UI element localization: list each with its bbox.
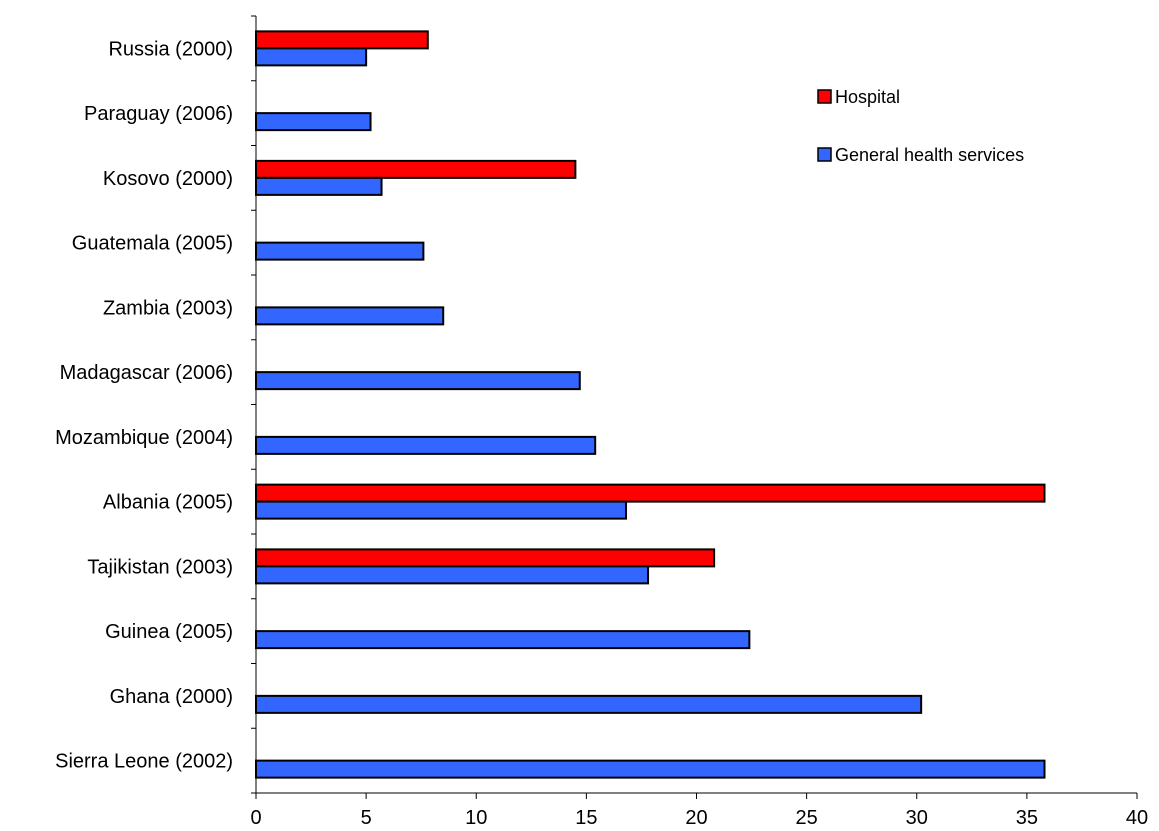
x-tick-label: 35	[1016, 807, 1038, 829]
x-tick-label: 30	[906, 807, 928, 829]
bar-general-health-zambia-2003	[255, 306, 445, 326]
bar-general-health-guatemala-2005	[255, 241, 425, 261]
category-label: Zambia (2003)	[103, 297, 233, 319]
bar-general-health-guinea-2005	[255, 630, 751, 650]
bars-layer	[255, 30, 1046, 779]
legend-swatch-hospital	[817, 89, 832, 104]
category-labels: Russia (2000) Paraguay (2006) Kosovo (2000…	[55, 38, 233, 772]
legend-swatch-general-health-services	[817, 147, 832, 162]
x-tick-label: 25	[796, 807, 818, 829]
bar-general-health-paraguay-2006	[255, 112, 372, 132]
bar-general-health-albania-2005	[255, 500, 628, 520]
legend-label-hospital: Hospital	[835, 87, 900, 107]
x-tick-labels: 0 5 10 15 20 25 30 35 40	[250, 807, 1148, 829]
bar-general-health-russia-2000	[255, 47, 368, 67]
bar-general-health-kosovo-2000	[255, 176, 383, 196]
bar-general-health-mozambique-2004	[255, 435, 597, 455]
category-label: Guinea (2005)	[105, 621, 233, 643]
legend-label-general-health-services: General health services	[835, 145, 1024, 165]
axes-layer	[251, 15, 1138, 799]
category-label: Ghana (2000)	[110, 686, 233, 708]
bar-general-health-madagascar-2006	[255, 371, 581, 391]
x-tick-label: 15	[575, 807, 597, 829]
x-tick-label: 40	[1126, 807, 1148, 829]
bar-general-health-tajikistan-2003	[255, 565, 650, 585]
category-label: Sierra Leone (2002)	[55, 751, 233, 773]
category-label: Guatemala (2005)	[72, 233, 233, 255]
bar-hospital-albania-2005	[255, 483, 1046, 503]
category-label: Madagascar (2006)	[60, 362, 233, 384]
bar-general-health-ghana-2000	[255, 694, 923, 714]
x-tick-label: 0	[250, 807, 261, 829]
category-label: Russia (2000)	[108, 38, 233, 60]
bar-hospital-tajikistan-2003	[255, 548, 716, 568]
legend: Hospital General health services	[817, 87, 1024, 165]
x-tick-label: 5	[361, 807, 372, 829]
category-label: Mozambique (2004)	[55, 427, 233, 449]
x-tick-label: 10	[465, 807, 487, 829]
x-tick-label: 20	[685, 807, 707, 829]
category-label: Tajikistan (2003)	[87, 556, 233, 578]
category-label: Albania (2005)	[103, 492, 233, 514]
bar-hospital-kosovo-2000	[255, 159, 577, 179]
category-label: Paraguay (2006)	[84, 103, 233, 125]
category-label: Kosovo (2000)	[103, 168, 233, 190]
bar-hospital-russia-2000	[255, 30, 429, 50]
bar-general-health-sierra-leone-2002	[255, 759, 1046, 779]
